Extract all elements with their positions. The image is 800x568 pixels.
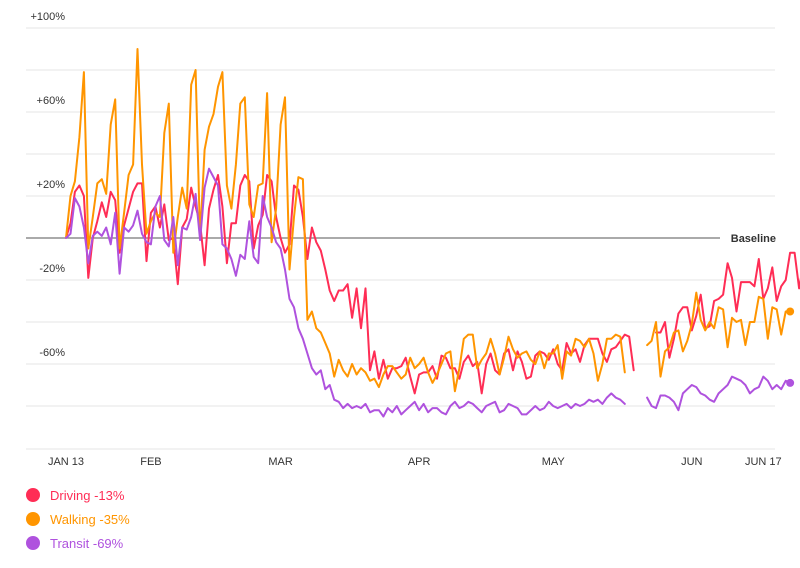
series-line-transit <box>65 167 792 418</box>
series-line-driving <box>65 174 800 395</box>
x-tick-label: MAR <box>268 456 293 468</box>
y-tick-label: -20% <box>39 263 65 275</box>
legend: Driving -13% Walking -35% Transit -69% <box>26 483 130 555</box>
y-tick-label: +100% <box>30 11 65 23</box>
series-line-walking <box>65 48 792 393</box>
x-tick-label: MAY <box>542 456 566 468</box>
x-tick-label: APR <box>408 456 431 468</box>
x-tick-label: JUN 17 <box>745 456 782 468</box>
baseline-label: Baseline <box>731 233 776 245</box>
legend-label-driving: Driving -13% <box>50 487 125 503</box>
x-tick-label: FEB <box>140 456 161 468</box>
legend-item-transit: Transit -69% <box>26 531 130 555</box>
y-tick-label: -60% <box>39 347 65 359</box>
legend-item-driving: Driving -13% <box>26 483 130 507</box>
end-dot-transit <box>786 378 795 387</box>
legend-dot-driving <box>26 488 40 502</box>
series-lines <box>65 48 800 418</box>
x-axis: JAN 13 FEB MAR APR MAY JUN JUN 17 <box>48 456 782 468</box>
y-tick-label: +60% <box>37 95 66 107</box>
end-dot-walking <box>786 307 795 316</box>
legend-label-walking: Walking -35% <box>50 511 130 527</box>
legend-dot-walking <box>26 512 40 526</box>
legend-dot-transit <box>26 536 40 550</box>
x-tick-label: JUN <box>681 456 702 468</box>
legend-item-walking: Walking -35% <box>26 507 130 531</box>
y-tick-label: +20% <box>37 179 66 191</box>
y-axis: +100% +60% +20% -20% -60% <box>30 11 65 359</box>
x-tick-label: JAN 13 <box>48 456 84 468</box>
legend-label-transit: Transit -69% <box>50 535 124 551</box>
grid-lines <box>26 27 775 450</box>
